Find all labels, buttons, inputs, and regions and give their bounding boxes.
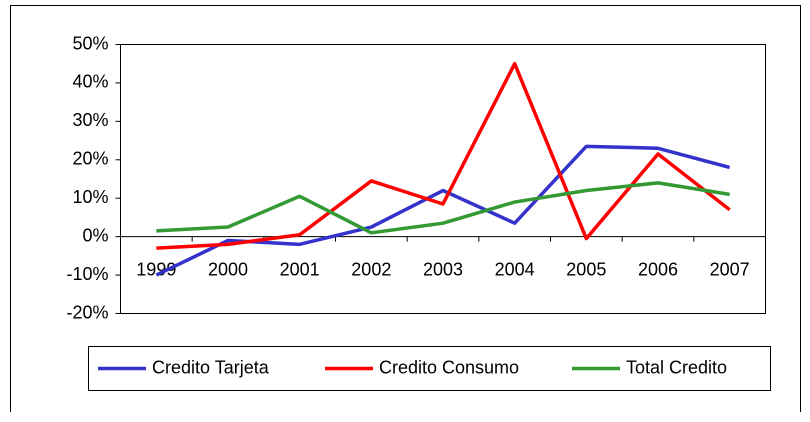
legend-label: Credito Tarjeta [152,357,270,377]
y-tick-label: 40% [72,72,108,92]
x-tick-label: 2004 [495,259,535,279]
x-tick-label: 2001 [280,259,320,279]
y-tick-label: 50% [72,33,108,53]
plot-border [120,44,766,314]
x-tick-label: 2002 [351,259,391,279]
x-tick-label: 2007 [710,259,750,279]
y-tick-label: 20% [72,149,108,169]
y-tick-label: 30% [72,110,108,130]
x-tick-label: 2005 [566,259,606,279]
x-tick-label: 2006 [638,259,678,279]
series-line [155,144,731,277]
series-line [156,181,730,235]
legend-label: Credito Consumo [379,357,519,377]
legend-label: Total Credito [626,357,727,377]
chart-border [10,5,801,412]
x-tick-label: 2003 [423,259,463,279]
legend-box [88,346,771,391]
y-tick-label: -20% [66,302,108,322]
y-tick-label: 10% [72,187,108,207]
x-tick-label: 2000 [208,259,248,279]
y-tick-label: 0% [82,225,108,245]
series-line [156,61,731,250]
x-tick-label: 1999 [136,259,176,279]
y-tick-label: -10% [66,264,108,284]
